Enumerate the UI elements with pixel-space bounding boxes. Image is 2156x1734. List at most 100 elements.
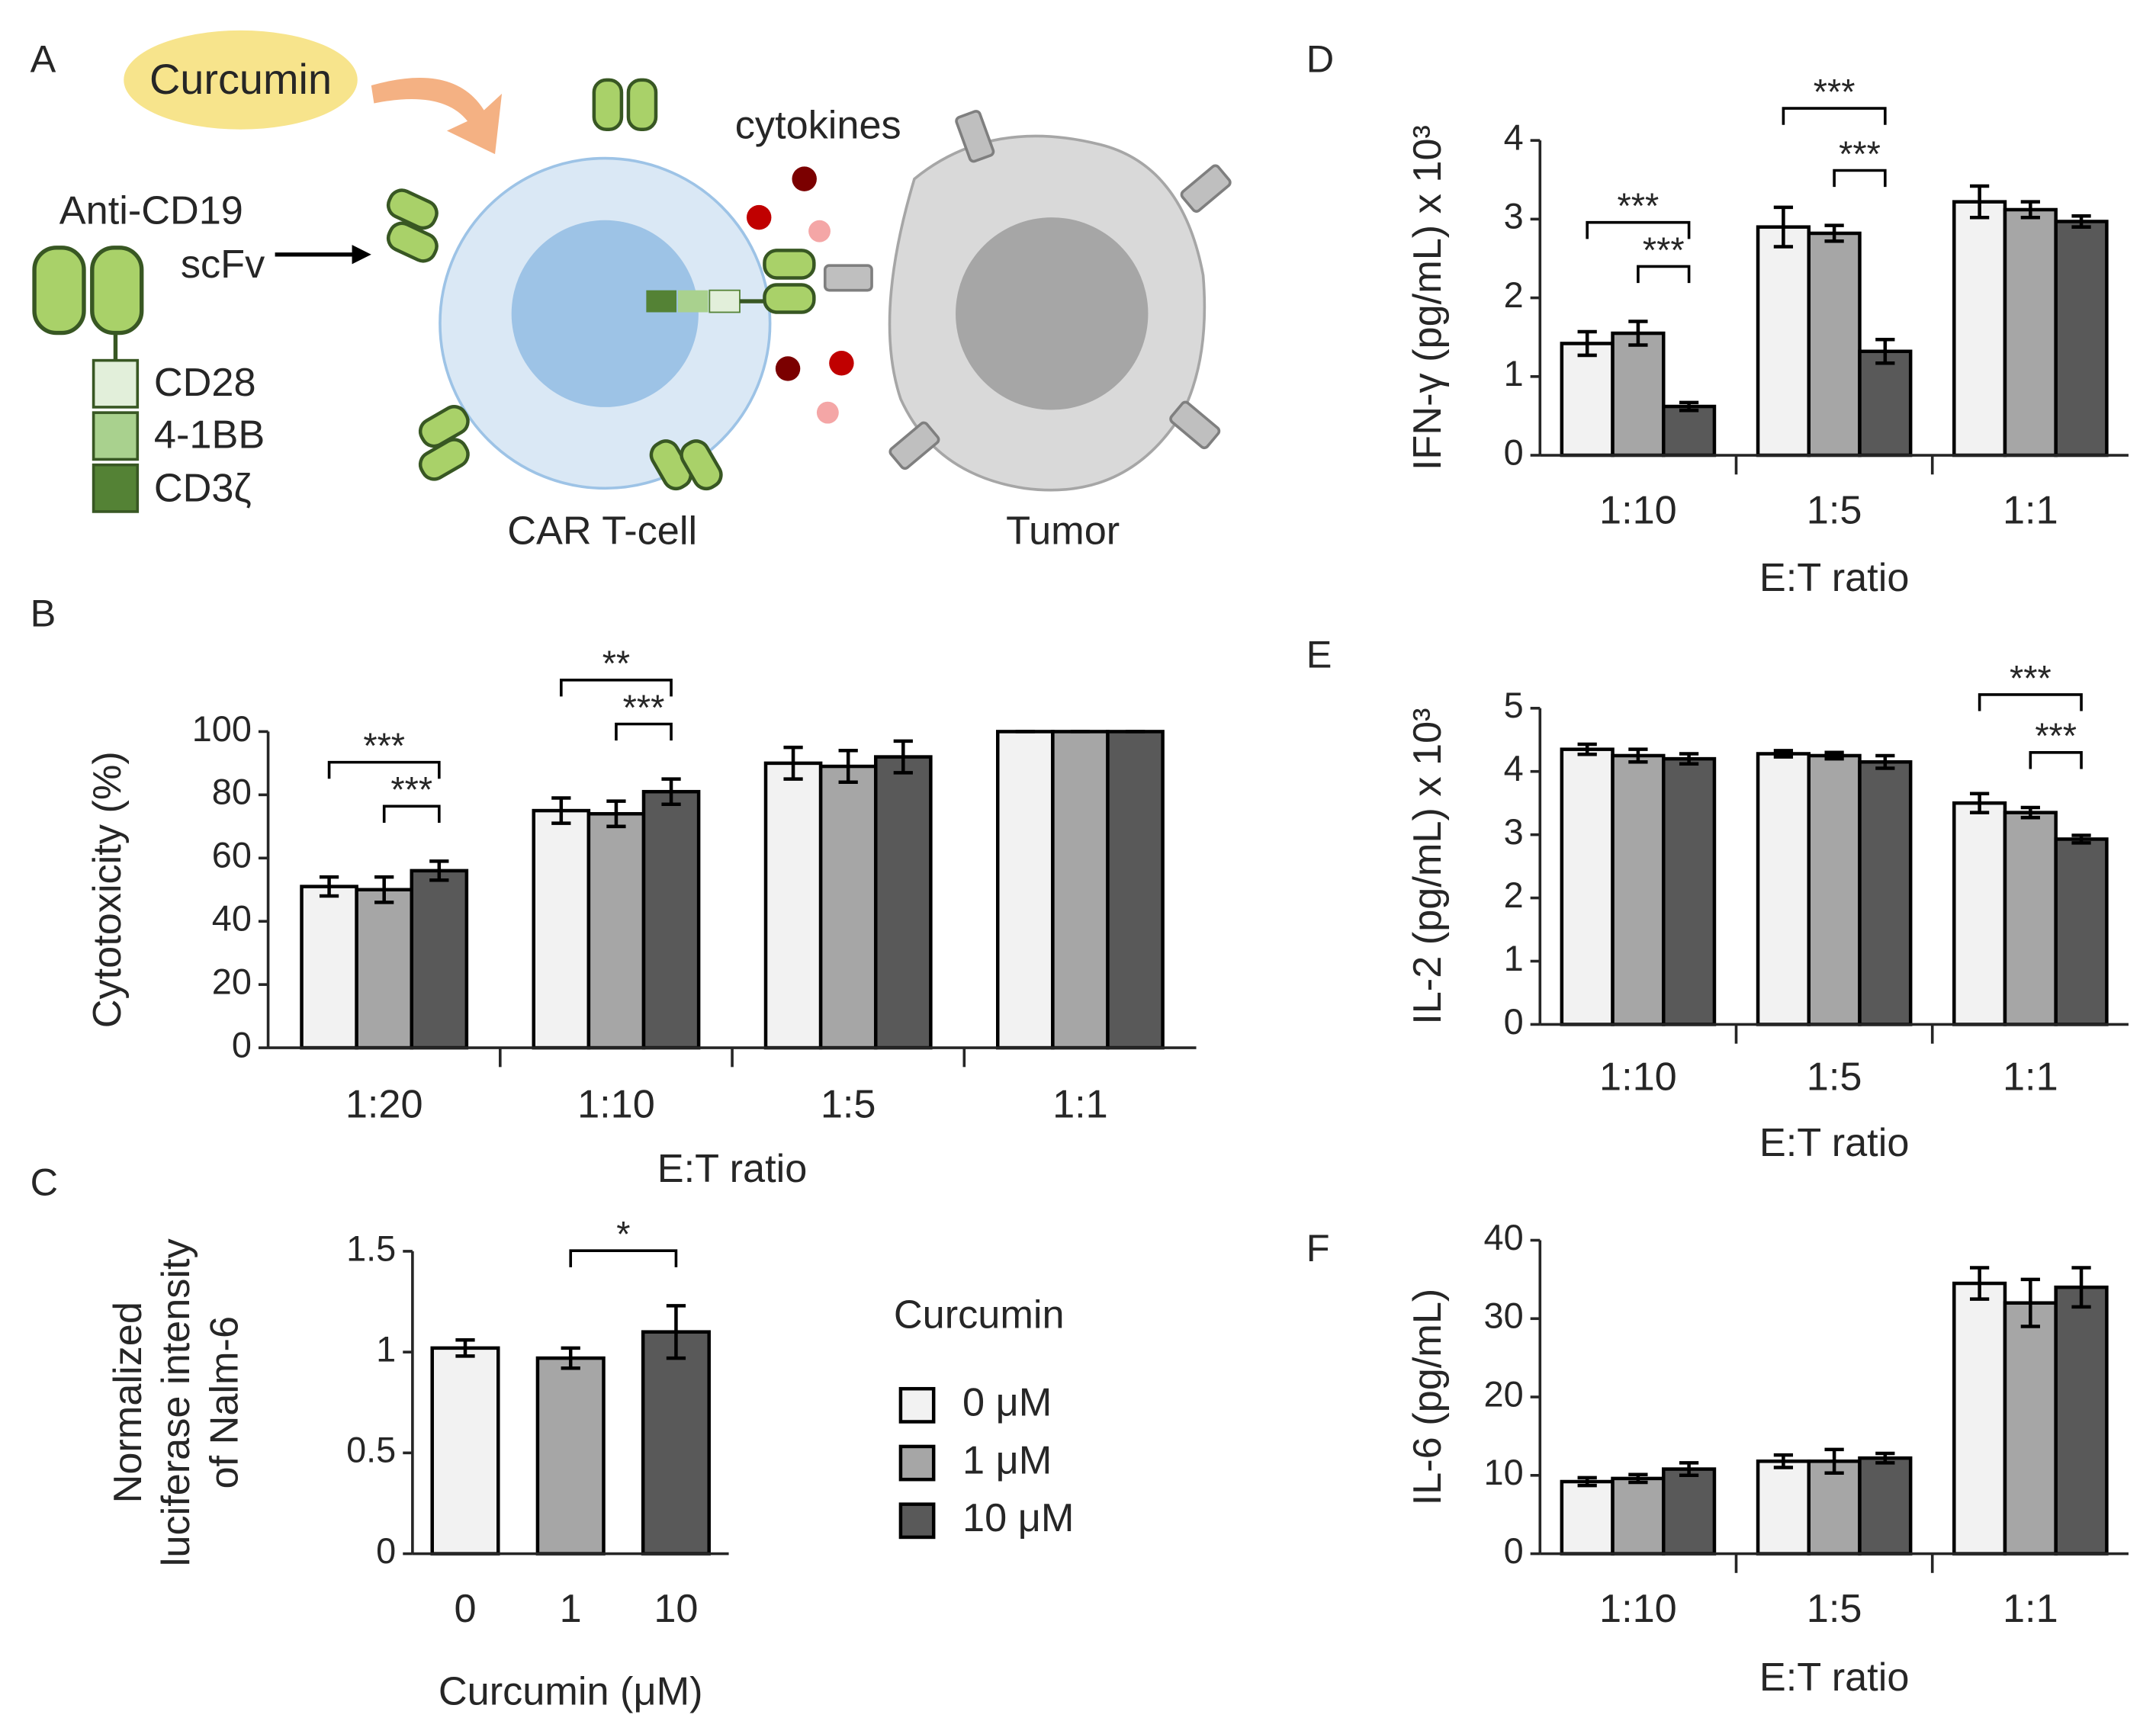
error-bar (838, 749, 858, 785)
bar (2003, 207, 2058, 458)
y-tick-label: 4 (1504, 749, 1524, 788)
bar (2054, 1285, 2109, 1556)
legend-swatch (898, 1386, 936, 1424)
significance-label: * (616, 1215, 630, 1254)
y-tick-label: 0 (1504, 432, 1524, 472)
error-bar (1577, 1476, 1597, 1488)
significance-label: *** (623, 688, 665, 727)
bar (2003, 811, 2058, 1026)
nucleus (511, 220, 699, 407)
bar (535, 1356, 606, 1556)
label: scFv (181, 242, 265, 287)
y-tick-label: 20 (1484, 1374, 1524, 1414)
significance-bracket (1782, 107, 1887, 125)
bar (2054, 220, 2109, 458)
domain (677, 290, 708, 313)
curcumin-label: Curcumin (149, 55, 332, 103)
panel-letter: C (31, 1161, 58, 1204)
label: CD28 (154, 361, 256, 405)
y-axis-label: Normalized (106, 1302, 150, 1503)
bar (532, 808, 591, 1050)
error-bar (1773, 1453, 1794, 1469)
error-bar (1875, 1451, 1895, 1465)
label: cytokines (735, 104, 901, 148)
bar (1661, 756, 1717, 1026)
bar (1952, 1281, 2007, 1556)
significance-label: *** (2010, 658, 2052, 698)
significance-label: *** (1643, 230, 1685, 270)
bar (818, 764, 878, 1050)
legend-swatch (898, 1444, 936, 1482)
cytokine-dots (746, 166, 854, 424)
y-axis-label: of Nalm-6 (202, 1316, 246, 1489)
legend-label: 0 μM (962, 1381, 1052, 1425)
error-bar (561, 1346, 580, 1370)
significance-bracket (2029, 751, 2083, 769)
error-bar (2071, 214, 2091, 229)
significance-label: *** (2035, 716, 2077, 756)
panel-letter: E (1306, 632, 1332, 676)
domain (92, 358, 140, 409)
significance-bracket (560, 678, 673, 697)
x-tick-label: 1 (560, 1587, 582, 1631)
y-tick-label: 30 (1484, 1296, 1524, 1336)
bar (1756, 1459, 1811, 1556)
error-bar (319, 875, 339, 898)
error-bar (893, 739, 913, 775)
bar (1661, 404, 1717, 458)
bar (1106, 730, 1165, 1050)
significance-label: *** (363, 726, 405, 766)
curcumin-blob (124, 30, 358, 130)
y-tick-label: 1.5 (346, 1228, 396, 1268)
error-bar (661, 777, 681, 807)
bar (1858, 1456, 1913, 1556)
y-tick-label: 60 (212, 836, 252, 875)
x-tick-label: 1:1 (2003, 489, 2058, 533)
label: Tumor (1006, 509, 1120, 554)
error-bar (551, 796, 571, 825)
error-bar (1970, 792, 1990, 814)
tumor-nucleus (956, 217, 1149, 410)
significance-label: *** (1814, 72, 1856, 111)
arrow (352, 245, 371, 265)
x-tick-label: 1:5 (1807, 1587, 1862, 1631)
scfv-domain (90, 246, 144, 336)
y-tick-label: 40 (212, 899, 252, 939)
domain (92, 463, 140, 513)
error-bar (429, 859, 449, 882)
significance-label: *** (1618, 186, 1660, 226)
y-axis-label: IL-2 (pg/mL) x 10³ (1406, 708, 1450, 1024)
error-bar (1824, 750, 1844, 761)
bar (1858, 349, 1913, 458)
y-tick-label: 100 (192, 709, 252, 749)
arrow (371, 78, 503, 155)
bar (641, 1330, 711, 1556)
error-bar (1824, 1447, 1844, 1475)
bar (1051, 730, 1110, 1050)
error-bar (606, 799, 626, 829)
error-bar (2020, 805, 2040, 820)
bar (2054, 837, 2109, 1026)
bar (430, 1346, 500, 1556)
bar (1858, 760, 1913, 1026)
bar (1952, 801, 2007, 1026)
bar (1807, 1459, 1862, 1556)
x-tick-label: 1:1 (1052, 1082, 1108, 1126)
error-bar (783, 745, 803, 781)
x-tick-label: 10 (654, 1587, 698, 1631)
panel-letter: A (31, 37, 56, 81)
x-tick-label: 1:1 (2003, 1587, 2058, 1631)
bar (1560, 342, 1615, 458)
label: CD3ζ (154, 467, 252, 511)
legend-label: 1 μM (962, 1438, 1052, 1482)
error-bar (2071, 833, 2091, 845)
domain (646, 290, 677, 313)
bar (763, 761, 823, 1050)
domain (92, 411, 140, 461)
y-tick-label: 0 (1504, 1531, 1524, 1571)
bar (2003, 1301, 2058, 1556)
bar (410, 869, 469, 1050)
x-tick-label: 1:10 (577, 1082, 655, 1126)
error-bar (1628, 747, 1648, 764)
